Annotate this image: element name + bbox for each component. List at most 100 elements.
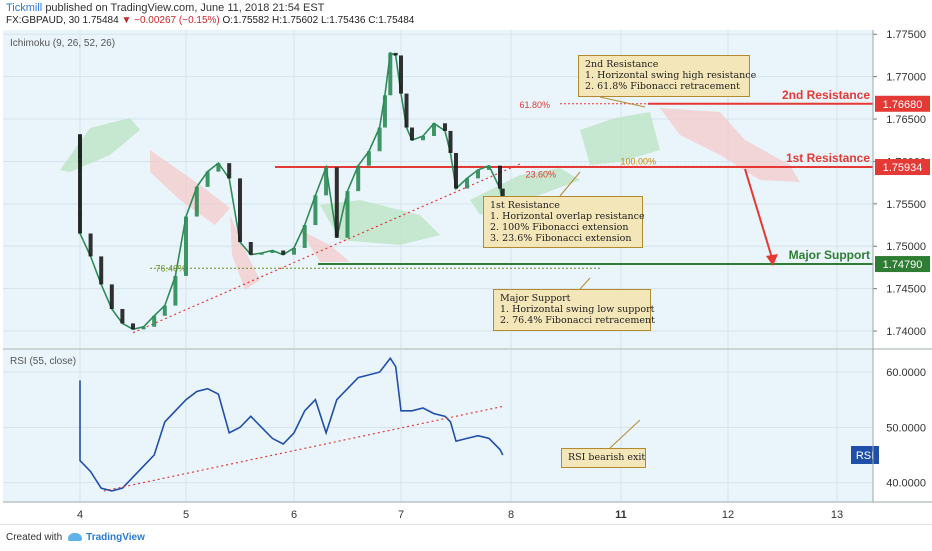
note-res2-line-1: 2nd Resistance: [585, 59, 659, 70]
resistance-1-label: 1st Resistance: [786, 151, 870, 165]
forecast-arrow-line: [744, 168, 773, 259]
footer-bar: Created with TradingView: [0, 524, 932, 551]
candle-body: [498, 165, 502, 189]
fib-618-label: 61.80%: [519, 100, 550, 110]
note-sup-line-3: 2. 76.4% Fibonacci retracement: [500, 315, 655, 326]
candle-body: [120, 308, 125, 324]
date-tick-label: 12: [722, 509, 734, 521]
price-tick-label: 1.77500: [886, 29, 926, 41]
candle-body: [377, 127, 382, 152]
rsi-label[interactable]: RSI (55, close): [10, 356, 77, 367]
major-support-price-tag-text: 1.74790: [883, 259, 923, 271]
candle-body: [131, 323, 135, 330]
candle-body: [184, 216, 188, 276]
price-tick-label: 1.76500: [886, 114, 926, 126]
candle-body: [281, 250, 286, 255]
candle-body: [302, 225, 307, 248]
note-res1-line-4: 3. 23.6% Fibonacci extension: [490, 233, 632, 244]
rsi-line: [79, 356, 504, 492]
forecast-arrow-head: [766, 254, 778, 267]
levels-layer: [132, 102, 873, 334]
candle-body: [292, 247, 296, 255]
rsi-trendline: [103, 405, 503, 492]
ichimoku-label[interactable]: Ichimoku (9, 26, 52, 26): [10, 38, 116, 49]
note-res1-line-3: 2. 100% Fibonacci extension: [490, 222, 629, 233]
published-text: published on TradingView.com, June 11, 2…: [45, 2, 325, 14]
last-price: 1.75484: [82, 15, 119, 26]
candle-body: [476, 169, 480, 179]
candle-body: [465, 178, 469, 189]
price-change: ▼ −0.00267 (−0.15%): [121, 15, 220, 26]
fib-764-label: 76.40%: [155, 263, 186, 273]
candle-body: [448, 130, 453, 153]
rsi-tick-label: 50.0000: [886, 422, 926, 434]
cloud-red-3: [300, 230, 350, 262]
candle-body: [487, 165, 491, 170]
resistance-1-price-tag-bg: [875, 159, 930, 176]
candle-body: [399, 55, 403, 94]
candle-body: [248, 242, 253, 255]
cloud-red-2: [230, 215, 260, 290]
candle-body: [393, 52, 398, 56]
note-rsi-pointer: [609, 419, 641, 449]
candle-body: [141, 326, 146, 330]
date-tick-label: 8: [508, 509, 514, 521]
note-rsi-exit-text: RSI bearish exit: [568, 452, 646, 463]
candle-body: [454, 152, 458, 189]
note-resistance-1: 1st Resistance 1. Horizontal overlap res…: [483, 196, 645, 248]
published-line: Tickmill published on TradingView.com, J…: [6, 2, 324, 14]
cloud-red-4: [660, 108, 800, 182]
resistance-2-label: 2nd Resistance: [782, 88, 870, 102]
candle-body: [238, 178, 242, 242]
note-res2-pointer: [599, 96, 646, 108]
candle-body: [366, 151, 371, 166]
candle-body: [432, 123, 436, 136]
candle-body: [78, 159, 82, 175]
created-with-text: Created with: [6, 532, 63, 543]
cloud-red-1: [150, 150, 230, 225]
resistance-2-price-tag-text: 1.76680: [883, 99, 923, 111]
note-res2-line-3: 2. 61.8% Fibonacci retracement: [585, 81, 740, 92]
candle-body: [205, 171, 210, 187]
price-series-layer: [78, 51, 505, 331]
candle-body: [334, 167, 339, 238]
candle-body: [78, 208, 82, 234]
ohlc-values: O:1.75582 H:1.75602 L:1.75436 C:1.75484: [222, 15, 415, 26]
candle-body: [443, 123, 447, 131]
candle-body: [78, 174, 82, 209]
candle-body: [356, 165, 361, 192]
candle-body: [216, 163, 221, 172]
tradingview-logo-icon: [68, 533, 83, 542]
cloud-green-1: [60, 118, 140, 172]
candle-body: [410, 127, 414, 141]
price-tick-label: 1.74000: [886, 326, 926, 338]
note-res2-line-2: 1. Horizontal swing high resistance: [585, 70, 757, 81]
cloud-green-2: [320, 200, 440, 245]
annotation-layer: 2nd Resistance 1st Resistance Major Suppor…: [155, 88, 930, 449]
date-tick-label: 7: [398, 509, 404, 521]
note-res1-pointer: [559, 171, 581, 197]
note-sup-line-2: 1. Horizontal swing low support: [500, 304, 655, 315]
axis-labels-layer: 456781112131.775001.770001.765001.760001…: [3, 29, 932, 521]
candle-body: [78, 140, 82, 160]
date-tick-label: 4: [77, 509, 83, 521]
ichimoku-cloud: [60, 108, 800, 290]
candle-body: [259, 253, 264, 255]
rsi-tick-label: 40.0000: [886, 478, 926, 490]
grid-layer: [3, 30, 873, 502]
major-support-price-tag-bg: [875, 256, 930, 273]
footer-text: Created with TradingView: [6, 532, 145, 543]
candle-body: [78, 134, 82, 147]
note-support-pointer: [579, 277, 591, 290]
candle-body: [324, 167, 329, 196]
note-major-support: Major Support 1. Horizontal swing low su…: [493, 289, 655, 331]
date-axis[interactable]: [3, 502, 873, 524]
tradingview-brand-link[interactable]: TradingView: [86, 532, 145, 543]
candle-body: [109, 284, 114, 309]
symbol-line: FX:GBPAUD, 30 1.75484 ▼ −0.00267 (−0.15%…: [6, 15, 414, 26]
candle-body: [313, 195, 318, 226]
candle-body: [173, 275, 178, 306]
publisher-link[interactable]: Tickmill: [6, 2, 43, 14]
major-support-label: Major Support: [789, 248, 870, 262]
